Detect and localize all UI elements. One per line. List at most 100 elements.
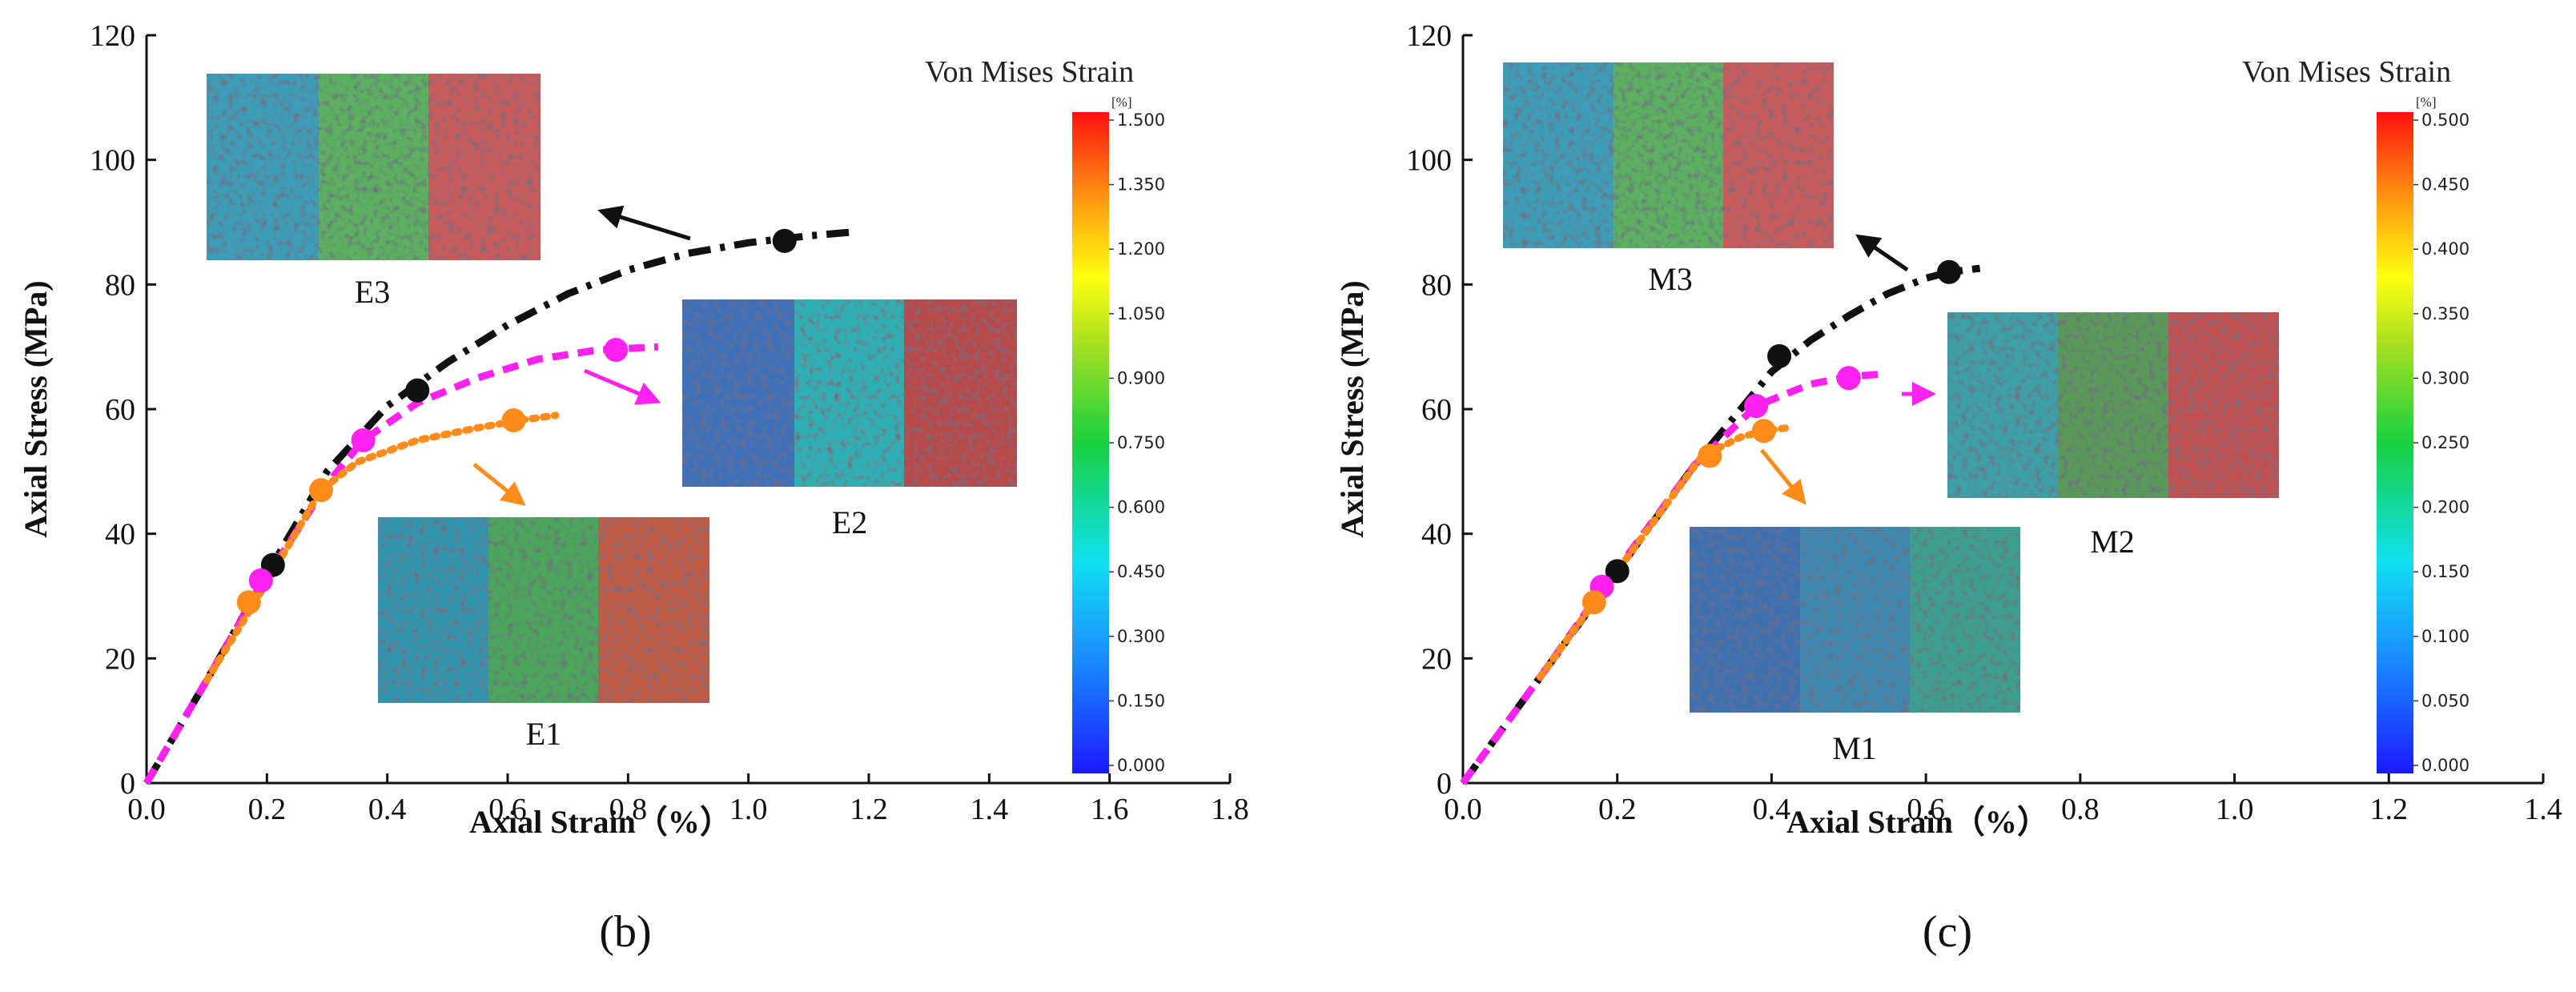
- y-tick-label: 80: [1421, 268, 1452, 302]
- y-tick-label: 120: [1406, 19, 1452, 53]
- x-tick-label: 0.0: [1444, 793, 1482, 826]
- x-tick-label: 1.0: [2216, 793, 2254, 826]
- series-group: [143, 228, 851, 785]
- data-point-m1: [1581, 590, 1606, 615]
- y-axis-title: Axial Stress (MPa): [1334, 280, 1370, 537]
- x-tick-label: 1.8: [1211, 793, 1249, 826]
- data-point-e3: [405, 378, 430, 403]
- x-tick-label: 0.0: [127, 793, 166, 826]
- data-point-e2: [351, 428, 376, 452]
- inset-e1: E1: [378, 517, 709, 752]
- chart-panel-b: E3 E2 E1 0.0 0.2 0.4 0.6 0.8 1.0 1.2 1.4 1.6 1.80…: [18, 19, 1249, 957]
- colorbar-tick-label: 1.350: [1117, 175, 1165, 195]
- arrow-e3: [597, 205, 691, 241]
- inset-label-m3: M3: [1648, 261, 1693, 297]
- inset-m1: M1: [1690, 527, 2020, 766]
- colorbar-tick-label: 0.000: [1117, 756, 1165, 775]
- colorbar-tick-label: 1.200: [1117, 239, 1165, 259]
- series-group: [1460, 259, 1981, 785]
- inset-label-e1: E1: [526, 716, 561, 752]
- colorbar: [2377, 112, 2413, 773]
- y-axis-title: Axial Stress (MPa): [18, 280, 54, 537]
- x-tick-label: 0.6: [488, 793, 527, 826]
- data-point-m3: [1767, 343, 1792, 368]
- colorbar-tick-label: 0.250: [2421, 433, 2470, 452]
- x-tick-label: 0.8: [2061, 793, 2100, 826]
- arrow-m3: [1855, 234, 1909, 272]
- x-axis-title: Axial Strain（%）: [469, 804, 732, 840]
- y-tick-label: 40: [1421, 518, 1452, 552]
- inset-m3: M3: [1503, 62, 1834, 297]
- colorbar-tick-label: 0.200: [2421, 498, 2470, 517]
- colorbar-ticks: 0.500 0.450 0.400 0.350 0.300 0.250 0.200 0.150…: [2413, 110, 2470, 775]
- colorbar-tick-label: 0.750: [1117, 433, 1165, 452]
- x-tick-label: 0.6: [1907, 793, 1945, 826]
- x-tick-label: 0.2: [1598, 793, 1637, 826]
- colorbar-tick-label: 0.400: [2421, 239, 2470, 259]
- y-tick-marks: [1463, 34, 1473, 785]
- inset-label-m2: M2: [2090, 524, 2135, 560]
- arrow-e2: [584, 368, 661, 405]
- colorbar-tick-label: 1.050: [1117, 304, 1165, 323]
- x-tick-marks: [1461, 773, 2545, 783]
- chart-panel-c: M3 M2 M1 0.0 0.2 0.4 0.6 0.8 1.0 1.2 1.4 0 20 40 60…: [1334, 19, 2562, 957]
- inset-label-m1: M1: [1832, 730, 1877, 766]
- tick-labels: 0.0 0.2 0.4 0.6 0.8 1.0 1.2 1.4 0 20 40 60 80 100 120: [1406, 19, 2562, 826]
- arrow-m1: [1760, 448, 1806, 505]
- inset-e2: E2: [682, 299, 1017, 540]
- colorbar-tick-label: 0.150: [1117, 691, 1165, 710]
- x-tick-label: 1.4: [2524, 793, 2562, 826]
- data-point-m1: [1751, 419, 1776, 444]
- data-point-e1: [501, 408, 526, 433]
- colorbar-tick-label: 0.050: [2421, 691, 2470, 710]
- y-tick-label: 60: [105, 393, 135, 427]
- panel-label-c: (c): [1923, 907, 1972, 957]
- panel-label-b: (b): [599, 907, 651, 957]
- colorbar-title: Von Mises Strain: [925, 55, 1134, 89]
- colorbar-tick-label: 0.900: [1117, 368, 1165, 388]
- colorbar-tick-label: 1.500: [1117, 110, 1165, 130]
- y-tick-label: 40: [105, 518, 135, 552]
- colorbar-tick-label: 0.350: [2421, 304, 2470, 323]
- data-point-m2: [1744, 394, 1769, 419]
- x-tick-label: 1.0: [729, 793, 768, 826]
- inset-label-e3: E3: [355, 274, 390, 310]
- data-point-m3: [1937, 259, 1962, 284]
- y-tick-label: 120: [90, 19, 135, 53]
- x-tick-label: 0.4: [1753, 793, 1791, 826]
- colorbar-ticks: 1.500 1.350 1.200 1.050 0.900 0.750 0.600 0.450…: [1109, 110, 1165, 775]
- colorbar-unit: [%]: [2416, 94, 2436, 110]
- data-point-m1: [1698, 444, 1722, 468]
- x-tick-marks: [145, 773, 1232, 783]
- data-point-e2: [604, 338, 629, 363]
- colorbar-tick-label: 0.150: [2421, 562, 2470, 581]
- colorbar-tick-label: 0.600: [1117, 498, 1165, 517]
- y-tick-label: 0: [1437, 767, 1452, 801]
- colorbar-unit: [%]: [1111, 94, 1131, 110]
- colorbar-tick-label: 0.000: [2421, 756, 2470, 775]
- y-tick-label: 100: [1406, 144, 1452, 178]
- colorbar-title: Von Mises Strain: [2242, 55, 2451, 89]
- x-tick-label: 1.2: [2370, 793, 2409, 826]
- data-point-e1: [308, 478, 333, 503]
- x-axis-title: Axial Strain（%）: [1786, 804, 2049, 840]
- data-point-e3: [772, 228, 797, 253]
- x-tick-label: 1.4: [971, 793, 1009, 826]
- colorbar-tick-label: 0.300: [1117, 627, 1165, 646]
- y-tick-label: 80: [105, 268, 135, 302]
- arrow-e1: [472, 463, 526, 506]
- colorbar-tick-label: 0.450: [2421, 175, 2470, 195]
- data-point-m3: [1605, 559, 1630, 584]
- tick-labels: 0.0 0.2 0.4 0.6 0.8 1.0 1.2 1.4 1.6 1.8 0 20 40 60 80 1…: [90, 19, 1249, 826]
- x-tick-label: 0.4: [368, 793, 407, 826]
- colorbar-tick-label: 0.300: [2421, 368, 2470, 388]
- data-point-m2: [1836, 366, 1861, 391]
- y-tick-label: 20: [1421, 642, 1452, 676]
- x-tick-label: 1.2: [850, 793, 888, 826]
- inset-m2: M2: [1947, 312, 2279, 560]
- x-tick-label: 0.2: [248, 793, 287, 826]
- inset-e3: E3: [207, 74, 541, 310]
- inset-label-e2: E2: [832, 504, 867, 540]
- x-tick-label: 0.8: [609, 793, 648, 826]
